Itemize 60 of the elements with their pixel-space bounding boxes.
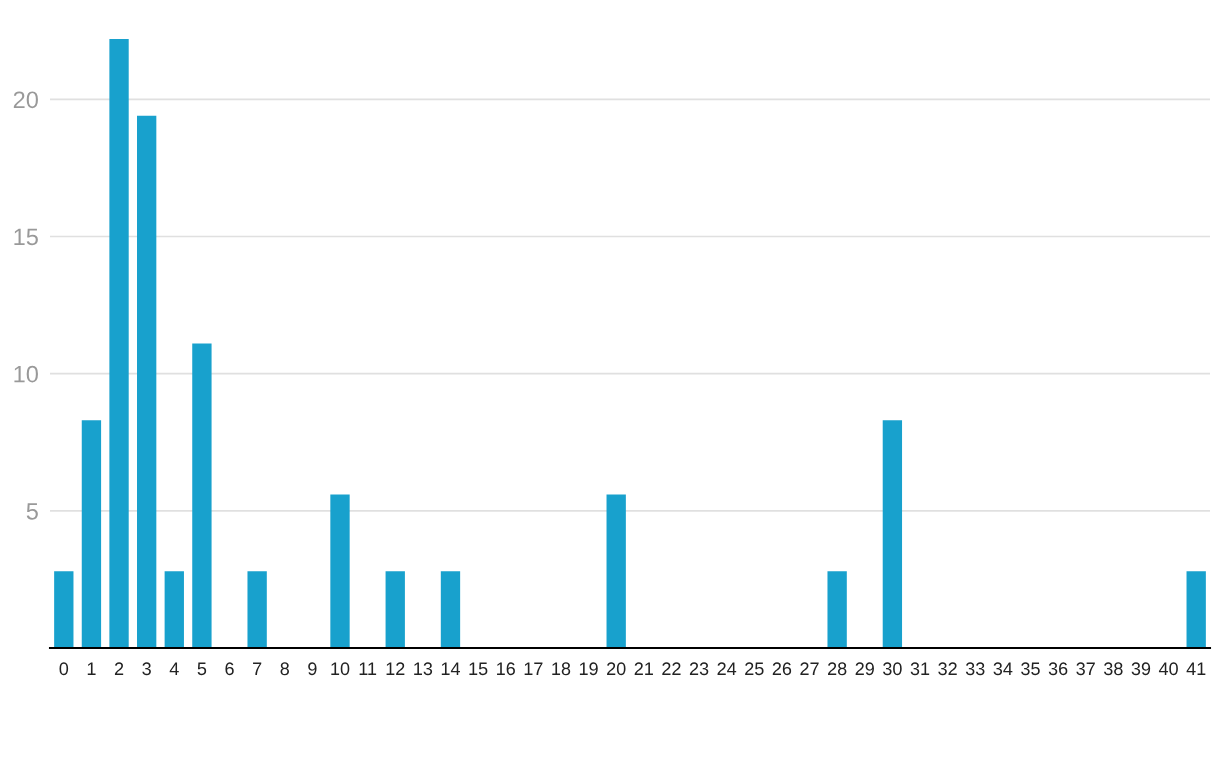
bar bbox=[54, 571, 74, 648]
bar bbox=[247, 571, 267, 648]
x-tick-label: 34 bbox=[993, 662, 1013, 676]
x-tick-label: 24 bbox=[717, 662, 737, 675]
x-tick-label: 21 bbox=[634, 662, 653, 675]
y-tick-label: 20 bbox=[13, 91, 38, 109]
x-tick-label: 28 bbox=[828, 662, 847, 676]
bar bbox=[440, 571, 461, 648]
x-tick-label: 0 bbox=[59, 662, 69, 676]
x-tick-label: 8 bbox=[280, 662, 289, 676]
bar bbox=[81, 420, 102, 648]
x-tick-label: 22 bbox=[662, 662, 681, 675]
bar bbox=[827, 571, 847, 648]
y-tick-label: 10 bbox=[14, 365, 38, 383]
x-tick-label: 38 bbox=[1103, 662, 1123, 676]
x-tick-label: 19 bbox=[579, 662, 598, 676]
x-tick-label: 1 bbox=[87, 662, 96, 675]
x-tick-label: 31 bbox=[910, 662, 930, 676]
bar bbox=[192, 343, 212, 648]
x-tick-label: 25 bbox=[745, 662, 764, 676]
x-tick-label: 27 bbox=[800, 662, 819, 675]
x-tick-label: 30 bbox=[883, 662, 902, 676]
x-tick-label: 13 bbox=[414, 662, 433, 676]
bar bbox=[882, 420, 903, 648]
bar bbox=[164, 571, 184, 648]
x-tick-label: 12 bbox=[386, 662, 405, 675]
x-tick-label: 16 bbox=[497, 662, 515, 676]
x-tick-label: 26 bbox=[772, 662, 792, 676]
x-tick-label: 40 bbox=[1158, 662, 1178, 676]
x-tick-label: 15 bbox=[469, 662, 488, 676]
y-tick-label: 5 bbox=[26, 503, 38, 520]
bar bbox=[1186, 571, 1206, 648]
bar bbox=[330, 494, 350, 648]
x-tick-label: 7 bbox=[253, 662, 262, 675]
bar bbox=[606, 494, 626, 648]
x-tick-label: 23 bbox=[689, 662, 709, 676]
x-tick-label: 33 bbox=[965, 662, 985, 676]
x-tick-label: 29 bbox=[855, 662, 874, 676]
x-tick-label: 18 bbox=[552, 662, 571, 676]
x-tick-label: 17 bbox=[524, 662, 543, 675]
bar bbox=[137, 115, 157, 648]
x-tick-label: 36 bbox=[1048, 662, 1068, 676]
x-tick-label: 5 bbox=[197, 662, 207, 676]
x-tick-label: 3 bbox=[142, 662, 151, 676]
x-tick-label: 9 bbox=[308, 662, 317, 676]
bar bbox=[385, 571, 405, 648]
x-tick-label: 10 bbox=[331, 662, 350, 676]
x-tick-label: 6 bbox=[225, 662, 234, 676]
x-tick-label: 4 bbox=[169, 662, 179, 675]
bar bbox=[109, 39, 129, 648]
x-tick-label: 20 bbox=[607, 662, 626, 676]
x-tick-label: 14 bbox=[441, 662, 460, 675]
x-tick-label: 41 bbox=[1186, 662, 1206, 675]
y-tick-label: 15 bbox=[14, 228, 38, 246]
x-tick-label: 2 bbox=[114, 662, 124, 675]
x-tick-label: 39 bbox=[1131, 662, 1151, 676]
x-tick-label: 37 bbox=[1076, 662, 1095, 676]
x-tick-label: 11 bbox=[359, 662, 377, 675]
x-tick-label: 32 bbox=[938, 662, 957, 676]
x-tick-label: 35 bbox=[1021, 662, 1040, 676]
